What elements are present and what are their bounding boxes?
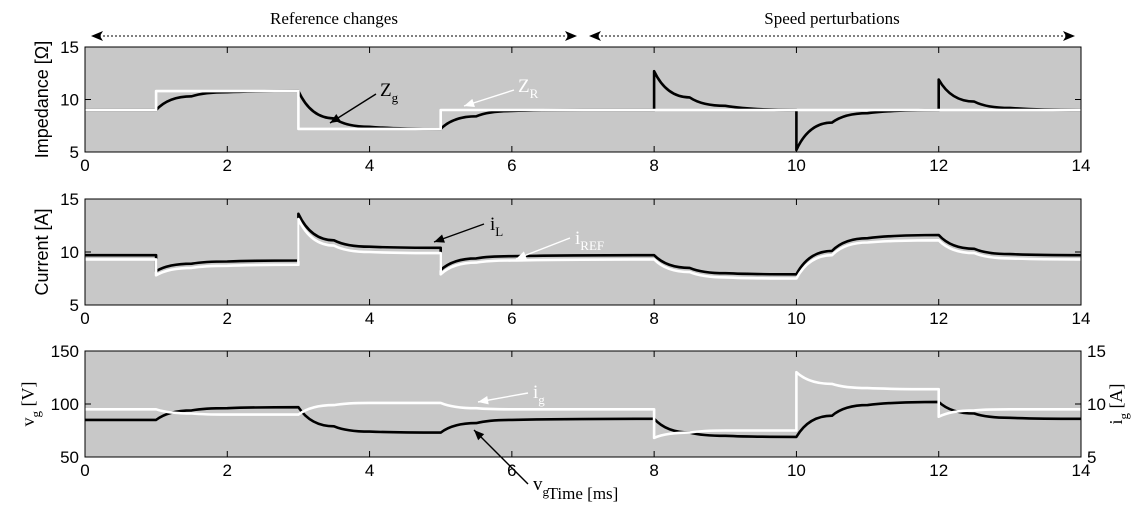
y-axis-label: Current [A]: [32, 208, 52, 295]
y-tick-label: 150: [51, 342, 79, 361]
header-label: Speed perturbations: [764, 9, 900, 28]
x-axis-label: Time [ms]: [548, 484, 619, 503]
x-tick-label: 2: [223, 461, 232, 480]
x-tick-label: 4: [365, 156, 374, 175]
x-tick-label: 0: [80, 461, 89, 480]
annotation-arrow-head: [330, 113, 341, 123]
annotation-i-g: ig: [477, 382, 545, 407]
annotation-label: vg: [533, 474, 550, 499]
x-tick-label: 12: [929, 156, 948, 175]
annotation-label: iL: [490, 214, 503, 239]
plot-area: [85, 47, 1081, 152]
y-tick-label: 15: [60, 38, 79, 57]
annotation-label: ig: [533, 382, 545, 407]
annotation-z-r: ZR: [463, 76, 539, 107]
x-tick-label: 12: [929, 309, 948, 328]
y-tick-label: 15: [60, 190, 79, 209]
x-tick-label: 6: [507, 309, 516, 328]
series-line-i-g: [84, 370, 1081, 440]
x-tick-label: 10: [787, 156, 806, 175]
header-arrow-right: [1063, 31, 1075, 41]
x-tick-label: 14: [1072, 309, 1091, 328]
y-tick-label: 50: [60, 448, 79, 467]
panel-2: 0 2 4 6 8 10 12 14 50 100 150 5 10 15 vg [V] ig [A] Time…: [18, 342, 1131, 503]
y-axis-label: vg [V]: [18, 382, 43, 427]
x-tick-label: 8: [649, 156, 658, 175]
series-line-v-g: [84, 400, 1082, 439]
x-tick-label: 2: [223, 156, 232, 175]
x-tick-label: 14: [1072, 461, 1091, 480]
annotation-z-g: Zg: [329, 80, 399, 124]
x-tick-label: 10: [787, 461, 806, 480]
x-tick-label: 4: [365, 461, 374, 480]
annotation-label: iREF: [575, 228, 604, 253]
y2-axis-label: ig [A]: [1106, 383, 1131, 424]
annotation-arrow-head: [464, 98, 475, 107]
panel-1: 0 2 4 6 8 10 12 14 5 10 15 Current [A]: [32, 190, 1090, 328]
x-tick-label: 6: [507, 156, 516, 175]
series-line-i-ref: [85, 217, 1082, 280]
x-tick-label: 2: [223, 309, 232, 328]
x-tick-label: 6: [507, 461, 516, 480]
annotation-arrow-head: [478, 395, 489, 405]
x-tick-label: 12: [929, 461, 948, 480]
x-tick-label: 0: [80, 309, 89, 328]
y-tick-label: 5: [70, 143, 79, 162]
section-header-0: Reference changes: [91, 9, 577, 41]
annotation-arrow-head: [516, 251, 527, 260]
y2-tick-label: 10: [1087, 395, 1106, 414]
y-tick-label: 10: [60, 243, 79, 262]
annotation-arrow-head: [474, 430, 485, 441]
y-tick-label: 5: [70, 296, 79, 315]
series-line-z-r: [85, 89, 1081, 131]
y-axis-label: Impedance [Ω]: [32, 41, 52, 159]
section-header-1: Speed perturbations: [589, 9, 1075, 41]
x-tick-label: 0: [80, 156, 89, 175]
annotation-v-g: vg: [473, 429, 550, 499]
header-arrow-left: [589, 31, 601, 41]
y2-tick-label: 15: [1087, 342, 1106, 361]
annotation-i-ref: iREF: [515, 228, 604, 260]
annotation-i-l: iL: [433, 214, 503, 243]
y2-tick-label: 5: [1087, 448, 1096, 467]
series-line-i-l: [84, 212, 1082, 276]
annotation-arrow-head: [434, 234, 445, 243]
plot-area: [85, 351, 1081, 457]
header-label: Reference changes: [270, 9, 398, 28]
x-tick-label: 4: [365, 309, 374, 328]
header-arrow-right: [565, 31, 577, 41]
annotation-label: ZR: [518, 76, 539, 101]
y-tick-label: 100: [51, 395, 79, 414]
panel-0: 0 2 4 6 8 10 12 14 5 10 15 Impedance [Ω]: [32, 38, 1090, 175]
annotation-label: Zg: [380, 80, 399, 105]
header-arrow-left: [91, 31, 103, 41]
x-tick-label: 8: [649, 461, 658, 480]
x-tick-label: 10: [787, 309, 806, 328]
annotation-arrow-line: [473, 429, 529, 485]
y-tick-label: 10: [60, 91, 79, 110]
plot-area: [85, 199, 1081, 305]
x-tick-label: 8: [649, 309, 658, 328]
x-tick-label: 14: [1072, 156, 1091, 175]
